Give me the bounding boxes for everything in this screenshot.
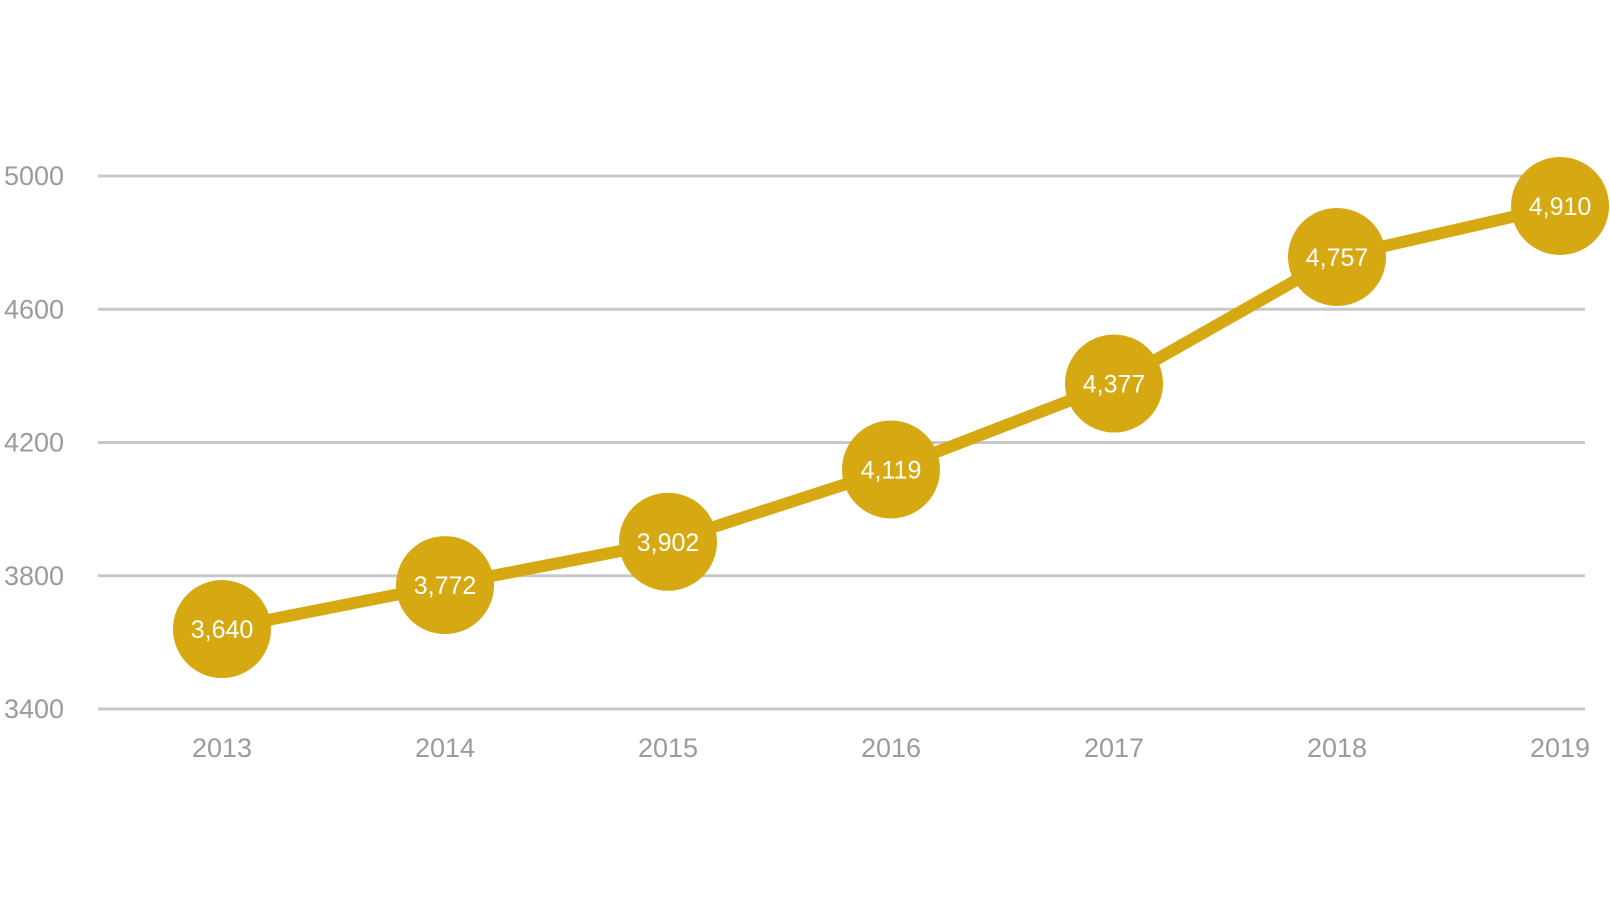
series-group: 3,640 3,772 3,902 4,119 4,377 4,757 4,910 [173, 156, 1609, 679]
data-point-2016 [842, 420, 940, 519]
data-label-2014: 3,772 [414, 572, 477, 600]
data-point-2015 [619, 492, 717, 591]
data-label-2019: 4,910 [1529, 193, 1592, 221]
x-tick-label: 2019 [1530, 733, 1590, 763]
y-tick-label: 3800 [4, 561, 64, 591]
x-tick-label: 2017 [1084, 733, 1144, 763]
data-point-2014 [396, 536, 494, 635]
x-tick-label: 2015 [638, 733, 698, 763]
gridlines [98, 174, 1585, 711]
y-tick-label: 5000 [4, 161, 64, 191]
x-tick-label: 2013 [192, 733, 252, 763]
data-label-2016: 4,119 [861, 456, 922, 484]
data-label-2018: 4,757 [1306, 244, 1369, 272]
y-tick-label: 4600 [4, 294, 64, 324]
y-tick-label: 3400 [4, 694, 64, 724]
data-point-2013 [173, 580, 271, 679]
data-label-2015: 3,902 [637, 529, 700, 557]
y-axis-ticks: 3400 3800 4200 4600 5000 [4, 161, 64, 724]
x-tick-label: 2018 [1307, 733, 1367, 763]
data-label-2013: 3,640 [191, 616, 254, 644]
data-point-2017 [1065, 334, 1163, 433]
data-label-2017: 4,377 [1083, 371, 1146, 399]
x-axis-ticks: 2013 2014 2015 2016 2017 2018 2019 [192, 733, 1590, 763]
x-tick-label: 2014 [415, 733, 475, 763]
data-point-2018 [1288, 207, 1386, 306]
data-point-2019 [1511, 156, 1609, 255]
y-tick-label: 4200 [4, 428, 64, 458]
x-tick-label: 2016 [861, 733, 921, 763]
